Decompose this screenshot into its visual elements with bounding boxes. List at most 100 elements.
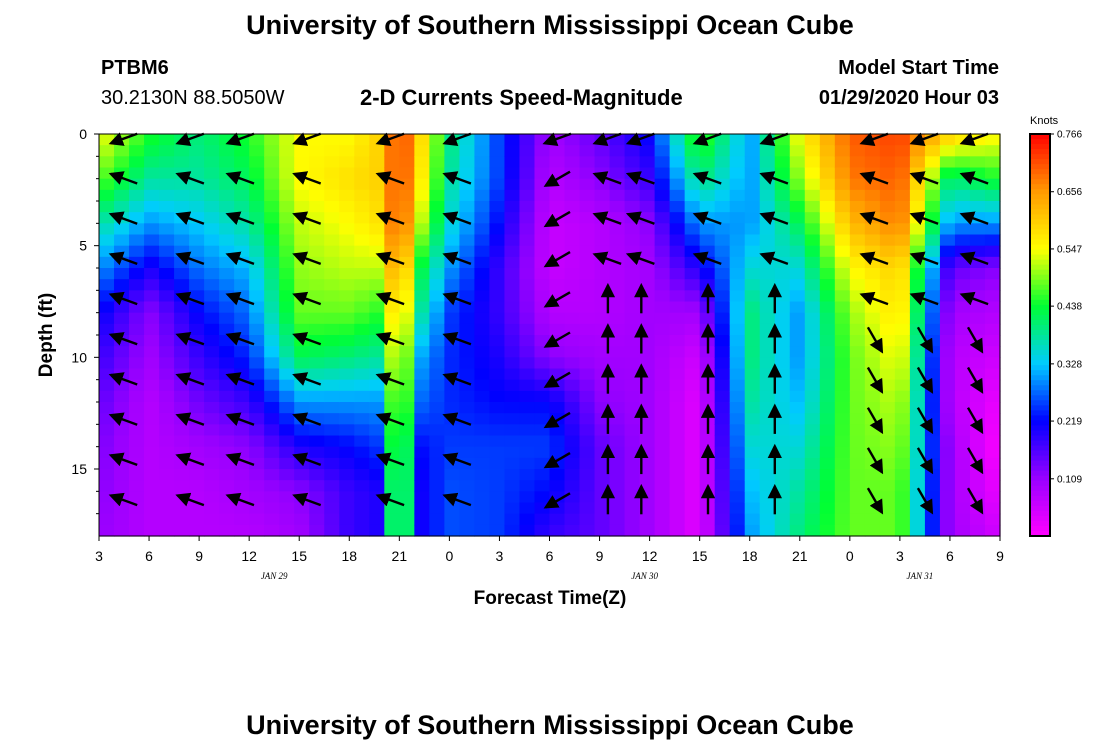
colorbar-swatch	[1030, 355, 1050, 361]
heatmap-cell	[609, 145, 626, 157]
heatmap-cell	[864, 234, 881, 247]
heatmap-cell	[99, 513, 115, 526]
current-vector	[859, 211, 889, 225]
current-vector	[916, 407, 934, 435]
heatmap-cell	[774, 424, 791, 437]
heatmap-cell	[939, 390, 956, 403]
heatmap-cell	[834, 256, 851, 269]
heatmap-cell	[444, 469, 460, 481]
heatmap-cell	[489, 413, 506, 425]
x-tick-label: 6	[145, 548, 153, 564]
heatmap-cell	[489, 312, 506, 325]
heatmap-cell	[399, 256, 415, 269]
heatmap-cell	[294, 301, 310, 314]
heatmap-cell	[399, 435, 415, 448]
heatmap-cell	[174, 402, 190, 414]
heatmap-cell	[564, 480, 581, 492]
heatmap-cell	[774, 301, 791, 314]
heatmap-cell	[864, 469, 881, 481]
heatmap-cell	[624, 323, 641, 336]
footer-title: University of Southern Mississippi Ocean…	[246, 710, 854, 740]
heatmap-cell	[744, 256, 761, 269]
heatmap-cell	[324, 256, 340, 269]
heatmap-cell	[414, 435, 430, 448]
heatmap-cell	[384, 268, 400, 280]
current-vector	[959, 211, 989, 225]
heatmap-cell	[339, 290, 355, 303]
heatmap-cell	[234, 279, 250, 291]
heatmap-cell	[744, 156, 761, 169]
heatmap-cell	[294, 323, 310, 336]
heatmap-cell	[429, 402, 445, 414]
heatmap-cell	[129, 134, 145, 146]
heatmap-cell	[189, 379, 205, 392]
heatmap-cell	[354, 357, 370, 370]
heatmap-cell	[99, 167, 115, 180]
heatmap-cell	[324, 368, 340, 381]
heatmap-cell	[204, 379, 220, 392]
heatmap-cell	[624, 502, 641, 515]
colorbar-swatch	[1030, 154, 1050, 160]
heatmap-cell	[279, 357, 295, 370]
heatmap-cell	[294, 245, 310, 258]
heatmap-cell	[894, 357, 911, 370]
heatmap-cell	[684, 346, 701, 358]
heatmap-cell	[849, 413, 866, 425]
heatmap-cell	[759, 189, 776, 202]
heatmap-cell	[549, 402, 566, 414]
heatmap-cell	[324, 513, 340, 526]
heatmap-cell	[654, 368, 671, 381]
heatmap-cell	[924, 513, 941, 526]
heatmap-cell	[534, 312, 551, 325]
heatmap-cell	[819, 335, 836, 347]
heatmap-cell	[924, 301, 941, 314]
heatmap-cell	[114, 145, 130, 157]
heatmap-cell	[954, 435, 971, 448]
heatmap-cell	[414, 256, 430, 269]
heatmap-cell	[864, 156, 881, 169]
current-vector	[175, 412, 205, 426]
heatmap-cell	[324, 402, 340, 414]
heatmap-cell	[429, 312, 445, 325]
heatmap-cell	[714, 357, 731, 370]
heatmap-cell	[849, 178, 866, 191]
current-vector	[759, 211, 789, 225]
heatmap-cell	[834, 379, 851, 392]
heatmap-cell	[834, 480, 851, 492]
heatmap-cell	[444, 379, 460, 392]
heatmap-cell	[279, 379, 295, 392]
heatmap-cell	[894, 134, 911, 146]
heatmap-cell	[249, 346, 265, 358]
heatmap-cell	[714, 312, 731, 325]
heatmap-cell	[114, 312, 130, 325]
heatmap-cell	[249, 379, 265, 392]
heatmap-cell	[624, 268, 641, 280]
heatmap-cell	[534, 346, 551, 358]
heatmap-cell	[159, 201, 175, 213]
heatmap-cell	[459, 446, 476, 459]
heatmap-cell	[504, 189, 521, 202]
heatmap-cell	[564, 435, 581, 448]
heatmap-cell	[819, 178, 836, 191]
heatmap-cell	[804, 167, 821, 180]
x-tick-label: 0	[445, 548, 453, 564]
heatmap-cell	[939, 402, 956, 414]
heatmap-cell	[429, 357, 445, 370]
colorbar-swatch	[1030, 460, 1050, 467]
heatmap-cell	[189, 513, 205, 526]
heatmap-cell	[984, 457, 1001, 470]
heatmap-cell	[489, 502, 506, 515]
heatmap-cell	[714, 480, 731, 492]
heatmap-cell	[129, 390, 145, 403]
heatmap-cell	[204, 301, 220, 314]
heatmap-cell	[804, 502, 821, 515]
heatmap-cell	[789, 424, 806, 437]
heatmap-cell	[579, 513, 596, 526]
heatmap-cell	[564, 502, 581, 515]
heatmap-cell	[744, 469, 761, 481]
heatmap-cell	[924, 368, 941, 381]
heatmap-cell	[279, 435, 295, 448]
heatmap-cell	[549, 524, 566, 537]
heatmap-cell	[234, 424, 250, 437]
heatmap-cell	[474, 524, 491, 537]
